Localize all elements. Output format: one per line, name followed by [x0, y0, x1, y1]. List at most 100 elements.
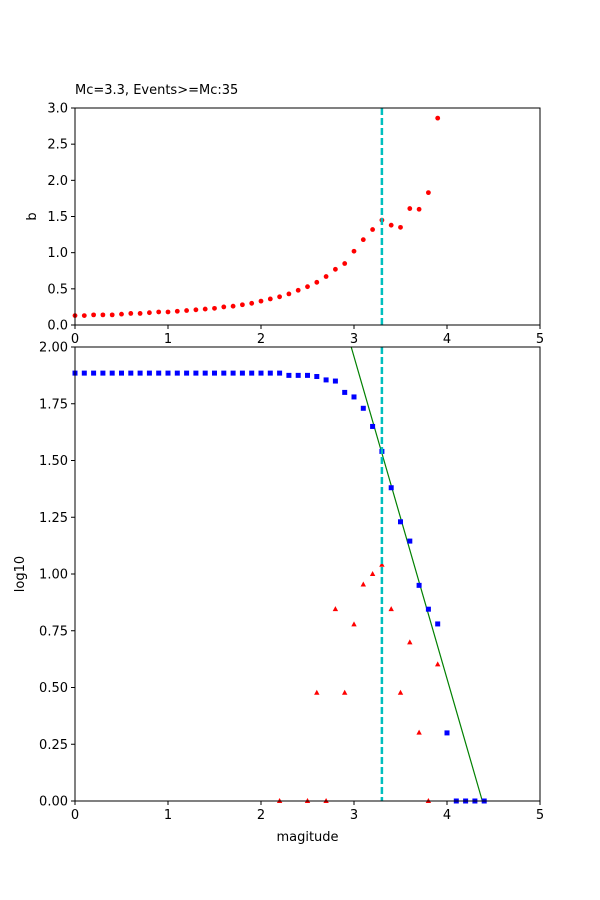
bottom-series-0-point-34 [388, 485, 394, 491]
top-y-tick-label-1: 0.5 [47, 282, 68, 297]
top-series-0-point-38 [426, 190, 431, 196]
top-y-tick-label-6: 3.0 [47, 102, 68, 117]
bottom-y-tick-label-8: 2.00 [39, 341, 68, 356]
bottom-series-0-point-29 [342, 389, 348, 395]
bottom-series-0-point-23 [286, 372, 292, 378]
bottom-fit-layer [350, 346, 483, 802]
top-chart-title: Mc=3.3, Events>=Mc:35 [75, 83, 238, 98]
bottom-series-1-point-7 [360, 581, 366, 587]
bottom-series-0-point-19 [249, 370, 255, 376]
bottom-series-1-point-10 [388, 606, 394, 612]
top-series-0-point-13 [193, 307, 199, 313]
bottom-x-axis: 0 1 2 3 4 5 [71, 801, 544, 823]
bottom-series-0-point-7 [137, 370, 143, 376]
top-series-0-point-35 [398, 224, 403, 230]
bottom-series-0-point-6 [128, 370, 134, 376]
top-series-0-point-6 [128, 311, 134, 316]
bottom-series-0-point-25 [305, 372, 310, 378]
bottom-series-1-point-5 [342, 689, 348, 695]
top-series-0-point-19 [249, 300, 255, 306]
top-series-0-point-2 [91, 312, 96, 318]
bottom-series-0-point-28 [332, 378, 338, 384]
top-series-0-point-8 [147, 310, 152, 316]
top-marks-layer [72, 115, 441, 318]
top-series-0-point-12 [184, 308, 190, 313]
top-series-0-point-23 [286, 291, 292, 297]
top-series-0-point-28 [333, 266, 338, 272]
bottom-series-0-point-35 [398, 519, 403, 525]
bottom-y-tick-label-7: 1.75 [39, 397, 68, 412]
bottom-series-0-point-39 [435, 621, 441, 627]
bottom-series-0-point-5 [119, 370, 124, 376]
top-series-0-point-32 [370, 227, 375, 232]
top-series-0-point-39 [435, 115, 441, 121]
bottom-series-0-point-32 [370, 423, 376, 429]
top-x-tick-label-1: 1 [164, 332, 172, 347]
top-y-tick-label-2: 1.0 [47, 246, 68, 261]
bottom-series-0-point-30 [351, 394, 357, 400]
bottom-series-0-point-13 [193, 370, 199, 376]
bottom-series-0-point-40 [444, 730, 450, 736]
bottom-y-axis-label: log10 [13, 556, 28, 592]
top-series-0-point-14 [202, 306, 208, 312]
bottom-series-0-point-38 [425, 606, 431, 612]
bottom-series-0-point-14 [202, 370, 208, 376]
top-x-tick-label-4: 4 [443, 332, 451, 347]
bottom-series-0-point-16 [221, 370, 227, 376]
bottom-y-tick-label-6: 1.50 [39, 454, 68, 469]
top-x-tick-label-2: 2 [257, 332, 265, 347]
bottom-series-1-point-8 [369, 571, 376, 576]
top-series-0-point-37 [416, 206, 422, 212]
bottom-series-0-point-12 [184, 370, 190, 376]
top-series-0-point-4 [109, 312, 115, 318]
bottom-series-0-point-3 [100, 370, 106, 376]
bottom-series-0-point-8 [146, 370, 152, 376]
bottom-y-tick-label-4: 1.00 [39, 568, 68, 583]
bottom-series-1-point-12 [407, 639, 413, 645]
top-y-tick-label-0: 0.0 [47, 319, 68, 334]
top-series-0-point-29 [342, 261, 348, 266]
top-series-0-point-9 [156, 309, 162, 315]
top-y-tick-label-4: 2.0 [47, 174, 68, 189]
top-series-0-point-27 [323, 274, 329, 279]
top-series-0-point-31 [360, 237, 366, 243]
top-series-0-point-11 [174, 308, 180, 314]
bottom-series-0-point-10 [165, 370, 171, 376]
bottom-series-0-point-9 [156, 370, 162, 376]
b-value-panel: 0 1 2 3 4 5 0.0 0.5 1.0 1.5 2.0 2.5 3.0 Mc=3.3, Eve… [25, 83, 544, 347]
top-series-0-point-34 [388, 222, 394, 228]
top-series-0-point-25 [305, 284, 310, 290]
bottom-x-tick-label-3: 3 [350, 808, 358, 823]
bottom-series-0-point-31 [360, 405, 366, 411]
bottom-series-0-point-17 [230, 370, 236, 376]
top-y-tick-label-5: 2.5 [47, 138, 68, 153]
bottom-x-tick-label-0: 0 [71, 808, 79, 823]
bottom-series-1-point-4 [332, 606, 339, 612]
bottom-x-tick-label-1: 1 [164, 808, 172, 823]
frequency-magnitude-panel: 0 1 2 3 4 5 0.00 0.25 0.50 0.75 1.00 1.25 1.50 1.75 2… [13, 341, 544, 846]
bottom-y-tick-label-0: 0.00 [39, 795, 68, 810]
top-series-0-point-18 [240, 302, 245, 308]
bottom-x-tick-label-4: 4 [443, 808, 451, 823]
top-x-tick-label-3: 3 [350, 332, 358, 347]
top-x-tick-label-0: 0 [71, 332, 79, 347]
bottom-x-axis-label: magitude [276, 830, 338, 845]
bottom-series-1-point-6 [351, 621, 357, 627]
bottom-x-tick-label-2: 2 [257, 808, 265, 823]
bottom-series-0-point-27 [323, 377, 329, 383]
bottom-series-0-point-21 [267, 370, 273, 376]
top-series-0-point-17 [230, 303, 236, 309]
top-series-0-point-30 [351, 248, 357, 254]
bottom-y-tick-label-5: 1.25 [39, 511, 68, 526]
top-series-0-point-21 [267, 296, 273, 302]
bottom-series-1-point-13 [416, 729, 422, 735]
bottom-series-1-point-11 [397, 689, 404, 695]
bottom-y-axis: 0.00 0.25 0.50 0.75 1.00 1.25 1.50 1.75 2.00 [39, 341, 75, 810]
top-series-0-point-7 [137, 311, 143, 316]
bottom-y-tick-label-1: 0.25 [39, 738, 68, 753]
top-series-0-point-16 [221, 304, 227, 310]
top-x-axis: 0 1 2 3 4 5 [71, 325, 544, 347]
bottom-series-0-point-2 [91, 370, 97, 376]
bottom-series-0-point-18 [239, 370, 245, 376]
